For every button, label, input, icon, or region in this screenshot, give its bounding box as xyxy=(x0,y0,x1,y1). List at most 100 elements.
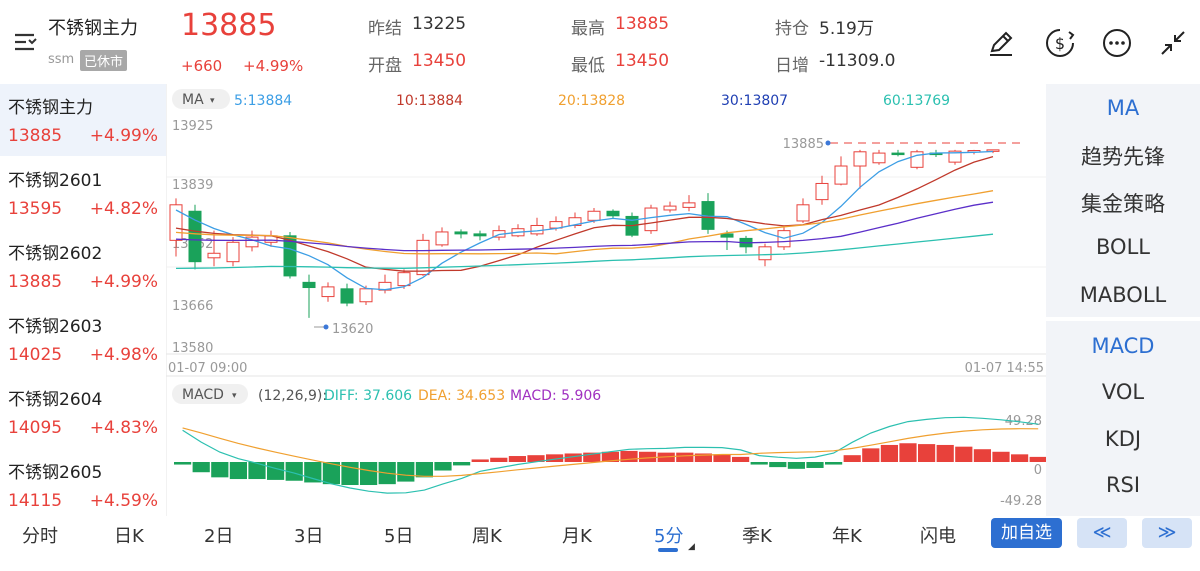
indicator-strategy[interactable]: 集金策略 xyxy=(1081,192,1165,216)
kline-chart[interactable]: MA ▾ 5:13884 10:13884 20:13828 30:13807 … xyxy=(166,84,1046,516)
macd-dea: DEA: 34.653 xyxy=(418,388,505,404)
tab-daily-k[interactable]: 日K xyxy=(114,526,144,547)
macd-legend: MACD ▾ (12,26,9): DIFF: 37.606 DEA: 34.6… xyxy=(172,384,601,404)
tab-yearly-k[interactable]: 年K xyxy=(832,526,862,547)
contract-item[interactable]: 不锈钢2602 13885 +4.99% xyxy=(0,230,166,302)
indicator-macd[interactable]: MACD xyxy=(1091,334,1155,358)
collapse-icon[interactable] xyxy=(1156,26,1190,60)
next-button[interactable]: ≫ xyxy=(1142,518,1192,548)
macd-diff: DIFF: 37.606 xyxy=(324,388,412,404)
candle xyxy=(644,207,658,232)
macd-bar xyxy=(694,453,712,462)
candle xyxy=(359,288,373,303)
ma30-value: 30:13807 xyxy=(721,93,788,109)
macd-bar xyxy=(750,462,768,465)
ma-legend: MA ▾ 5:13884 10:13884 20:13828 30:13807 … xyxy=(172,89,950,109)
contract-item[interactable]: 不锈钢2601 13595 +4.82% xyxy=(0,157,166,229)
indicator-maboll[interactable]: MABOLL xyxy=(1079,283,1167,307)
macd-bar xyxy=(676,452,694,462)
macd-bar xyxy=(341,462,359,486)
draw-icon[interactable] xyxy=(984,26,1018,60)
contract-item-price: 14095 xyxy=(8,418,63,438)
tab-monthly-k[interactable]: 月K xyxy=(562,526,592,547)
contract-item[interactable]: 不锈钢2603 14025 +4.98% xyxy=(0,303,166,375)
indicator-kdj[interactable]: KDJ xyxy=(1104,427,1142,451)
candle xyxy=(872,152,886,164)
macd-bar xyxy=(229,462,247,480)
contract-item[interactable]: 不锈钢主力 13885 +4.99% xyxy=(0,84,166,156)
macd-bar xyxy=(843,455,861,462)
tab-flash[interactable]: 闪电 xyxy=(920,526,956,547)
tab-5min[interactable]: 5分 xyxy=(654,526,684,547)
stat-value-open: 13450 xyxy=(412,51,467,71)
tab-2day[interactable]: 2日 xyxy=(204,526,234,547)
macd-bar xyxy=(564,453,582,462)
macd-diff-line xyxy=(182,416,1039,494)
contract-item-percent: +4.99% xyxy=(89,272,158,292)
indicator-trend[interactable]: 趋势先锋 xyxy=(1081,145,1165,169)
contract-item-percent: +4.82% xyxy=(89,199,158,219)
macd-bar xyxy=(601,451,619,462)
ma-selector-label: MA xyxy=(182,92,204,108)
menu-icon[interactable] xyxy=(12,30,40,54)
indicator-rsi[interactable]: RSI xyxy=(1105,473,1141,497)
high-label: 13885 xyxy=(783,137,824,152)
contract-item-price: 14115 xyxy=(8,491,63,511)
contract-item-name: 不锈钢2604 xyxy=(8,390,103,410)
contract-item-percent: +4.83% xyxy=(89,418,158,438)
macd-selector-label: MACD xyxy=(182,387,224,403)
ma30-line xyxy=(175,201,994,252)
stat-label-low: 最低 xyxy=(571,56,605,76)
candle xyxy=(606,210,620,217)
y-tick-label: 13925 xyxy=(172,119,213,134)
candle xyxy=(473,233,487,237)
dropdown-icon: ▾ xyxy=(210,96,215,106)
candle xyxy=(188,210,202,263)
tab-intraday[interactable]: 分时 xyxy=(22,526,58,547)
contract-item[interactable]: 不锈钢2605 14115 +4.59% xyxy=(0,449,166,521)
macd-lines xyxy=(182,416,1039,494)
tab-3day[interactable]: 3日 xyxy=(294,526,324,547)
macd-bar xyxy=(583,452,601,462)
macd-selector[interactable] xyxy=(172,384,248,404)
indicator-vol[interactable]: VOL xyxy=(1101,380,1145,404)
candle xyxy=(796,204,810,222)
candle xyxy=(720,233,734,238)
indicator-boll[interactable]: BOLL xyxy=(1096,235,1150,259)
macd-bar xyxy=(862,448,880,462)
prev-button[interactable]: ≪ xyxy=(1077,518,1127,548)
quote-header: 不锈钢主力 ssm 已休市 13885 +660 +4.99% 昨结 13225… xyxy=(0,0,1200,84)
macd-bar xyxy=(639,451,657,462)
macd-bar xyxy=(192,462,210,473)
svg-text:$: $ xyxy=(1055,34,1065,53)
contract-item[interactable]: 不锈钢2604 14095 +4.83% xyxy=(0,376,166,448)
currency-icon[interactable]: $ xyxy=(1043,26,1077,60)
high-marker xyxy=(825,140,831,146)
y-tick-label: 13839 xyxy=(172,178,213,193)
candle xyxy=(454,231,468,235)
contract-item-price: 13595 xyxy=(8,199,63,219)
ma5-line xyxy=(175,150,994,291)
macd-params: (12,26,9): xyxy=(258,388,327,404)
status-badge: 已休市 xyxy=(80,50,128,71)
candle xyxy=(568,217,582,226)
macd-bar xyxy=(304,462,322,483)
macd-bar xyxy=(211,462,229,478)
tab-5day[interactable]: 5日 xyxy=(384,526,414,547)
macd-bar xyxy=(508,456,526,462)
more-icon[interactable] xyxy=(1100,26,1134,60)
macd-y-tick: -49.28 xyxy=(1000,494,1042,509)
tab-quarterly-k[interactable]: 季K xyxy=(742,526,772,547)
candle xyxy=(834,165,848,185)
candle xyxy=(416,239,430,276)
indicator-ma[interactable]: MA xyxy=(1106,96,1140,120)
ma20-value: 20:13828 xyxy=(558,93,625,109)
candle xyxy=(321,286,335,298)
macd-bar xyxy=(285,462,303,481)
contract-code: ssm xyxy=(48,52,75,67)
tab-weekly-k[interactable]: 周K xyxy=(472,526,502,547)
ma5-value: 5:13884 xyxy=(234,93,292,109)
add-watchlist-button[interactable]: 加自选 xyxy=(991,518,1062,548)
ma-selector[interactable] xyxy=(172,89,230,109)
candle xyxy=(986,149,1000,152)
